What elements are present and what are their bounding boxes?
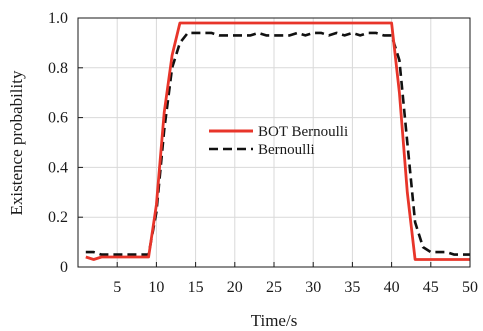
legend: BOT Bernoulli Bernoulli bbox=[209, 124, 348, 158]
x-tick-label: 30 bbox=[305, 279, 321, 296]
axis-ticks: 5 10 15 20 25 30 35 40 45 50 0 0.2 0.4 0.6 0.8 1.0 bbox=[48, 10, 478, 296]
plot-series bbox=[85, 21, 470, 261]
legend-label-bot-bernoulli: BOT Bernoulli bbox=[258, 124, 348, 140]
y-axis-label: Existence probability bbox=[7, 70, 26, 215]
y-tick-label: 0.6 bbox=[48, 110, 68, 127]
x-axis-label: Time/s bbox=[251, 311, 298, 330]
y-tick-label: 0.2 bbox=[48, 209, 68, 226]
x-tick-label: 15 bbox=[188, 279, 204, 296]
x-tick-label: 20 bbox=[227, 279, 243, 296]
x-tick-label: 5 bbox=[113, 279, 121, 296]
y-tick-label: 1.0 bbox=[48, 10, 68, 27]
y-tick-label: 0.8 bbox=[48, 60, 68, 77]
x-tick-label: 40 bbox=[384, 279, 400, 296]
x-tick-label: 45 bbox=[423, 279, 439, 296]
grid bbox=[78, 18, 470, 267]
y-tick-label: 0 bbox=[60, 259, 68, 276]
x-tick-label: 10 bbox=[148, 279, 164, 296]
x-tick-label: 25 bbox=[266, 279, 282, 296]
series-line-bot-bernoulli bbox=[85, 21, 470, 261]
y-tick-label: 0.4 bbox=[48, 159, 68, 176]
x-tick-label: 35 bbox=[344, 279, 360, 296]
legend-label-bernoulli: Bernoulli bbox=[258, 142, 315, 158]
x-tick-label: 50 bbox=[462, 279, 478, 296]
